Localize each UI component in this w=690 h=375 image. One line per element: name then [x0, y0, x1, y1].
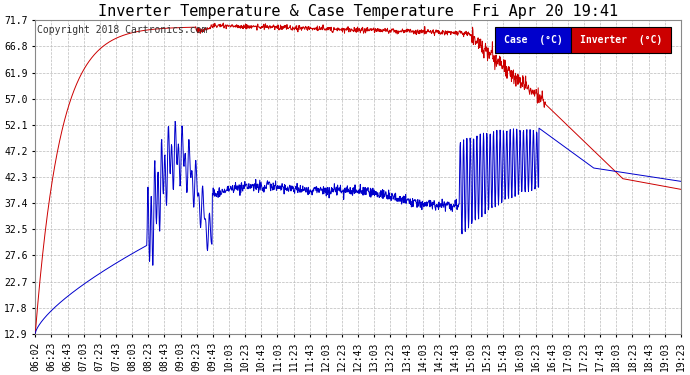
Bar: [571, 27, 671, 53]
Text: Inverter  (°C): Inverter (°C): [580, 35, 662, 45]
Bar: [495, 27, 571, 53]
Title: Inverter Temperature & Case Temperature  Fri Apr 20 19:41: Inverter Temperature & Case Temperature …: [98, 4, 618, 19]
Text: Copyright 2018 Cartronics.com: Copyright 2018 Cartronics.com: [37, 25, 207, 35]
Text: Case  (°C): Case (°C): [504, 35, 562, 45]
